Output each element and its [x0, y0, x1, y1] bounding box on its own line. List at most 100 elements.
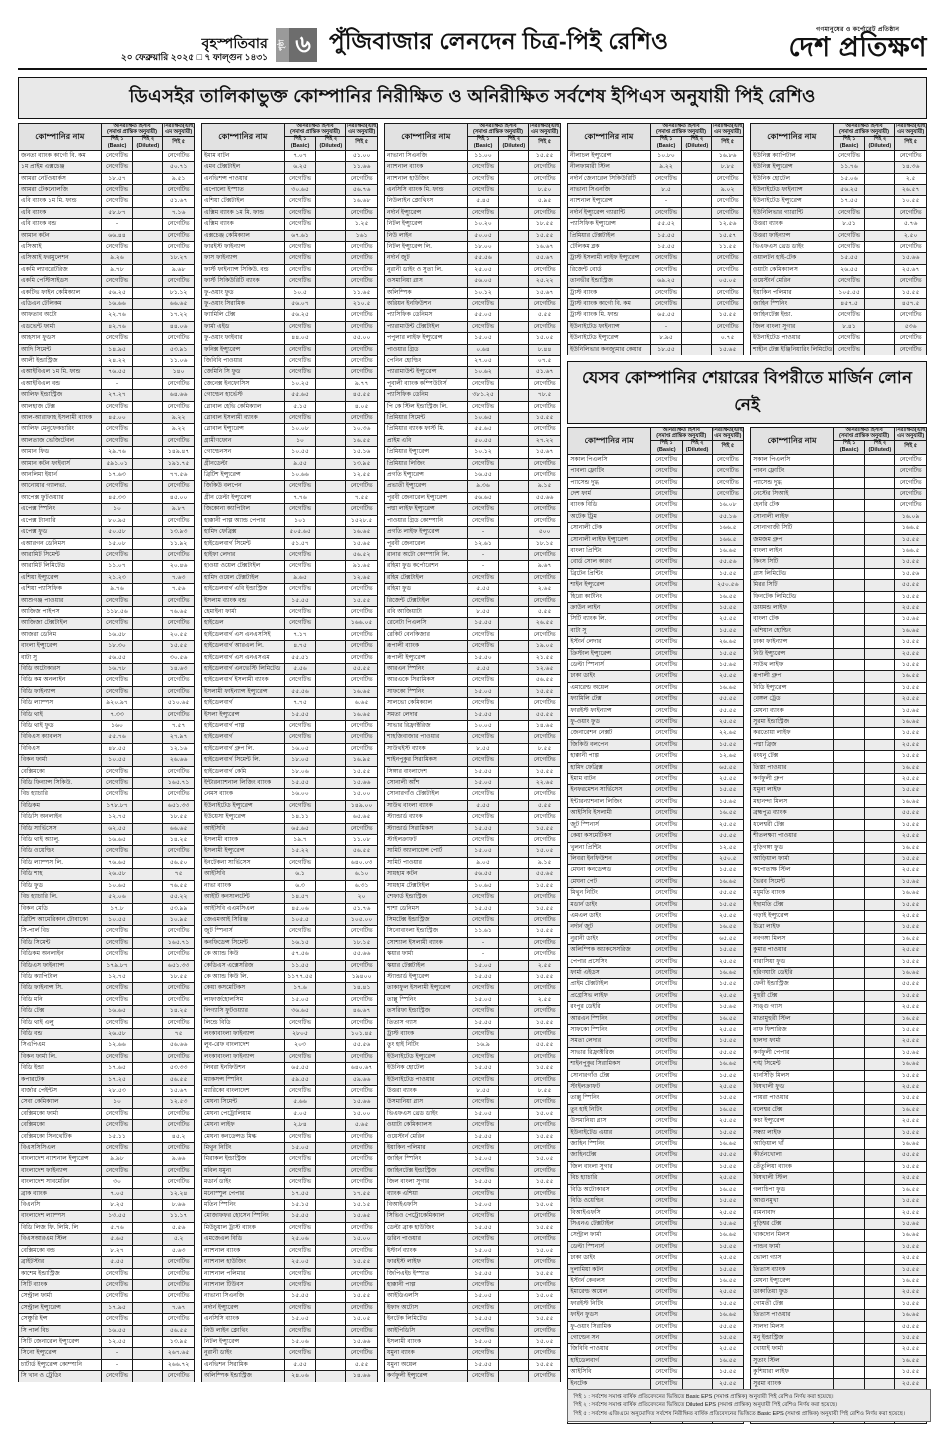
- table-row[interactable]: বিডিসি অনলাইন ১২.৭৫ ১৮.৫৫: [18, 811, 195, 824]
- table-row[interactable]: ফারইস্ট ফাইন্যান্স নেগেটিভ ৫৫.৫৫: [567, 704, 745, 718]
- table-row[interactable]: স্ট্যান্ডার্ড সিরামিকস ১৫.৫৫ ১৫.৫৫: [384, 822, 561, 836]
- table-row[interactable]: শাইনপুকুর সিরামিকস নেগেটিভ ১৬.৬৫: [567, 1058, 745, 1071]
- table-row[interactable]: জাহিনটেক্স ইন্ডাস্ট্রিজ নেগেটিভ নেগেটিভ: [384, 1164, 561, 1178]
- table-row[interactable]: হামিদ ফেব্রিক্স নেগেটিভ ৬৫.৫৫: [567, 761, 745, 775]
- table-row[interactable]: আজিজ পাইপস ১১৮.৫৬ ৭৬.৬৫: [18, 605, 195, 619]
- table-row[interactable]: প্রগতি লাইফ ইন্স্যুরেন্স -৫০০: [384, 526, 561, 539]
- table-row[interactable]: বিডি ওয়েল্ডিং নেগেটিভ ১৫.৫৫: [567, 1195, 745, 1208]
- table-row[interactable]: বাংলা টেক ১৫.৬৫: [750, 613, 927, 626]
- table-row[interactable]: ইস্টার্ন ব্যাংক ১৫.০৫ ১৫.০৫: [384, 1244, 561, 1258]
- table-row[interactable]: একমি পেস্টিসাইডস নেগেটিভ নেগেটিভ: [18, 275, 195, 288]
- table-row[interactable]: ব্রিটিশ আমেরিকান টোবাকো ১০.৫৫ ১০.৯৫: [18, 913, 195, 927]
- table-row[interactable]: প্যাসিফিক ডেনিমস ৫৫.০৫ ৫.৫৫: [384, 309, 561, 322]
- table-row[interactable]: নিউ লাইন ৫০.০৫ ১৫.৫৫: [384, 229, 561, 242]
- table-row[interactable]: সোনারগাঁও টেক্স নেগেটিভ ১৫.৫৫: [567, 1069, 745, 1083]
- table-row[interactable]: বিডি শাহ ২৬.৫৮ ৭৫: [18, 868, 195, 881]
- table-row[interactable]: এবি ব্যাংক ৫৮.৮৭ ৭.১৬: [18, 206, 195, 220]
- table-row[interactable]: সায়হাম কটন ৫৬.৫৫ ৫৫.৬৫: [384, 868, 561, 881]
- table-row[interactable]: রহিম টেক্সটাইল নেগেটিভ নেগেটিভ: [384, 571, 561, 585]
- table-row[interactable]: আলিফ মেনুফেকচারিং নেগেটিভ ৯.২২: [18, 423, 195, 436]
- table-row[interactable]: রিজেন্ট টেক্সটাইল নেগেটিভ নেগেটিভ: [384, 594, 561, 607]
- table-row[interactable]: নিটল ইন্স্যুরেন্স ১৫.০৬ ১৫.৬৬: [201, 1335, 378, 1349]
- table-row[interactable]: ফাইন ফুডস নেগেটিভ ১৬.৬৫: [567, 1309, 745, 1322]
- table-row[interactable]: এআইবিএল ১ম মি. ফান্ড ৭৬.৫৫ ১৪০: [18, 366, 195, 379]
- table-row[interactable]: পেপার প্রসেসিং নেগেটিভ ২৫.৫৫: [567, 955, 745, 968]
- table-row[interactable]: চিত্রা লাইফ ১৫.৫৫: [750, 921, 927, 934]
- table-row[interactable]: ভৈরব সিমেন্ট ১৫.৬৫: [750, 875, 927, 889]
- table-row[interactable]: আলী ইন্ডাস্ট্রিজ ২৪.২২ ১১.০৬: [18, 354, 195, 368]
- table-row[interactable]: সাউথ লাইফ ১৫.৫৫: [750, 658, 927, 672]
- table-row[interactable]: কেয়া কসমেটিকস ১৭.৬ ১৪.৪১: [201, 982, 378, 995]
- table-row[interactable]: উত্তরা ব্যাংক ৮.৫৫ ৮.৫৫: [384, 1084, 561, 1098]
- table-row[interactable]: হাইডেলবার্গ এস এনএসএম ৫৫.৫১ নেগেটিভ: [201, 651, 378, 664]
- table-row[interactable]: হাওয়া ওয়েল টেক্সটাইল নেগেটিভ ৯১.৬৫: [201, 560, 378, 573]
- table-row[interactable]: এমএল ডাইং নেগেটিভ ২৫.৫৫: [567, 909, 745, 923]
- table-row[interactable]: এমজেএল বিডি ২৫.০৬ ১৫.০০: [201, 1233, 378, 1246]
- table-row[interactable]: আড়িয়াল ফার্মা ১৫.৫৫: [750, 852, 927, 866]
- table-row[interactable]: রহিমা ফুড কর্পোরেশন -৯.৬৭: [384, 560, 561, 573]
- table-row[interactable]: মডার্ন ডাইং নেগেটিভ ১৫.৫৫: [567, 898, 745, 911]
- table-row[interactable]: রূপালী ইন্স্যুরেন্স ১৫.৫০ ২১.৫৫: [384, 651, 561, 664]
- table-row[interactable]: পপুলার লাইফ ইন্স্যুরেন্স ১৫.০৫ ১৫.০৫: [384, 332, 561, 345]
- table-row[interactable]: সায়হাম টেক্সটাইল ১০.৬৫ ১৫.৫৫: [384, 879, 561, 893]
- table-row[interactable]: এসিআই নেগেটিভ নেগেটিভ: [18, 240, 195, 254]
- table-row[interactable]: ফার্স্ট সিকিউরিটি ব্যাংক নেগেটিভ নেগেটিভ: [201, 275, 378, 288]
- table-row[interactable]: লাফার্জহোলসিম ১৫.০৫ নেগেটিভ: [201, 993, 378, 1007]
- table-row[interactable]: এনসিসি ব্যাংক মি. ফান্ড নেগেটিভ ৮.৫০: [384, 183, 561, 197]
- table-row[interactable]: ইউনাইটেড ইন্স্যুরেন্স ৮.৯৫ ০.৭৫: [567, 332, 744, 345]
- table-row[interactable]: লিবরা ইনফিউশন নেগেটিভ ২৫০.৫: [567, 852, 745, 866]
- table-row[interactable]: ইউনাইটেড পাওয়ার নেগেটিভ নেগেটিভ: [384, 1073, 561, 1087]
- table-row[interactable]: আইসিবি ইসলামী নেগেটিভ ১৬.৫৫: [567, 807, 745, 820]
- table-row[interactable]: ভিএফএস থ্রেড ডাইং ১৫.০৫ ১৫.০৫: [384, 1107, 561, 1121]
- table-row[interactable]: হাইডেলবার্গ সিমেন্ট লি. ১৮.০৫ ১৬.৯৫: [201, 754, 378, 767]
- table-row[interactable]: গোল্ডেন সন নেগেটিভ ১৫.৫৫: [567, 1331, 745, 1345]
- table-row[interactable]: সামিট অ্যালায়েন্স পোর্ট ১৫.০৫ ১৫.০৫: [384, 845, 561, 858]
- table-row[interactable]: আইসিবি ৬৫.৬৫ নেগেটিভ: [201, 822, 378, 836]
- table-row[interactable]: নিউ ইন্স্যুরেন্স ২৫.৫৫: [750, 647, 927, 661]
- table-row[interactable]: বিডি ফিন্যান্স সিকিউ. নেগেটিভ ১৬৫.৭১: [18, 777, 195, 790]
- table-row[interactable]: ইন্টারন্যাশনাল লিজিং নেগেটিভ ১৫.৬৫: [567, 795, 745, 809]
- table-row[interactable]: সিটি জেনারেল ইন্স্যুরেন্স ১২.৫৫ ১৩.৯৫: [18, 1335, 195, 1349]
- table-row[interactable]: ট্রাস্ট ব্যাংক কার্গো বি. কম নেগেটিভ নেগেট…: [567, 297, 744, 311]
- table-row[interactable]: ট্রাস্ট ব্যাংক নেগেটিভ নেগেটিভ: [384, 1027, 561, 1041]
- table-row[interactable]: জুট স্পিনার্স নেগেটিভ নেগেটিভ: [201, 925, 378, 938]
- table-row[interactable]: হাইডেলবার্গ কেমি ১৮.০৬ ১৫.৫৫: [201, 765, 378, 779]
- table-row[interactable]: বিচ হ্যাচারি লি. ৫২.০৬ ৫৫.২২: [18, 891, 195, 904]
- table-row[interactable]: তিতাস পাওয়ার ১৬.৬৫: [750, 1309, 927, 1322]
- table-row[interactable]: রেনেটা পিএলসি ১৫.৫৫ ২৬.৫৫: [384, 617, 561, 630]
- table-row[interactable]: বিআইএফসি ১৫.০৫ ১৫.০৫: [384, 1199, 561, 1212]
- table-row[interactable]: ডেল্টা স্পিনার্স নেগেটিভ ১৫.৫৫: [567, 1240, 745, 1254]
- table-row[interactable]: মেঘনা ব্যাংক ১৫.৬৫: [750, 704, 927, 718]
- table-row[interactable]: ডাকাতিয়া ফুড ২৫.৫৫: [750, 1286, 927, 1299]
- table-row[interactable]: নর্দার্ন জুট নেগেটিভ ১৬.৫৫: [567, 921, 745, 934]
- table-row[interactable]: এনভিশন্স পাওয়ার নেগেটিভ নেগেটিভ: [201, 172, 378, 185]
- table-row[interactable]: ফ্যামিলি টেক্স ৫৬.২৫ নেগেটিভ: [201, 309, 378, 322]
- table-row[interactable]: জিকিউ বলপেন নেগেটিভ নেগেটিভ: [201, 480, 378, 493]
- table-row[interactable]: ন্যাশনাল ব্যাংক নেগেটিভ নেগেটিভ: [384, 161, 561, 174]
- table-row[interactable]: গোল্ডেনসন ১০.৫৫ ১৫.১৬: [201, 446, 378, 459]
- table-row[interactable]: ইউনিক্স ইন্স্যুরেন্স ১১.৭৬ ১৪.৩৬: [750, 161, 927, 174]
- table-row[interactable]: হেনরি টেক নেগেটিভ: [750, 499, 927, 512]
- table-row[interactable]: ন্যাশনাল ইন্স্যুরেন্স - নেগেটিভ: [567, 195, 744, 208]
- table-row[interactable]: ম্যাকসন্স স্পিনিং ৫৯.৫৫ ৫৯.৬৬: [201, 1073, 378, 1087]
- table-row[interactable]: বিচ হ্যাচারি নেগেটিভ নেগেটিভ: [18, 788, 195, 801]
- table-row[interactable]: কেডিএস এক্সেসরিজ ১১.৫৫ নেগেটিভ: [201, 959, 378, 972]
- table-row[interactable]: সিভিও পেট্রোকেমিক্যাল নেগেটিভ নেগেটিভ: [384, 1210, 561, 1223]
- table-row[interactable]: ফনিক্স ইন্স্যুরেন্স নেগেটিভ নেগেটিভ: [201, 343, 378, 357]
- table-row[interactable]: হাইডেলবার্গ এস এনএসসিই ৭.১৭ নেগেটিভ: [201, 628, 378, 642]
- table-row[interactable]: তুং হাই নিটিং নেগেটিভ ১৬.৫৫: [567, 1103, 745, 1117]
- table-row[interactable]: হিরো কার্টনিং নেগেটিভ ১৬.৫৫: [567, 590, 745, 603]
- table-row[interactable]: ইনফরমেশন সার্ভিসেস নেগেটিভ ১৫.৫৫: [567, 784, 745, 797]
- table-row[interactable]: তাল্লু স্পিনিং নেগেটিভ ১৫.৫৫: [567, 1092, 745, 1105]
- table-row[interactable]: ফার্মা এইড নেগেটিভ নেগেটিভ: [201, 320, 378, 334]
- table-row[interactable]: স্ট্যান্ডার্ড ব্যাংক নেগেটিভ নেগেটিভ: [384, 811, 561, 824]
- table-row[interactable]: এসিআই ফরমুলেশন ৯.২৬ ১৮.২৭: [18, 252, 195, 265]
- table-row[interactable]: বিডি সিমেন্ট নেগেটিভ ১৬৫.৭১: [18, 936, 195, 950]
- table-row[interactable]: পূরবী জেনারেল ১২.৬১ ১৮.১৫: [384, 537, 561, 550]
- table-row[interactable]: আলতাজ ভেজিটেবল নেগেটিভ নেগেটিভ: [18, 434, 195, 448]
- table-row[interactable]: শাশা ডেনিমস ১৫.৫৫ ১৫.৫৫: [384, 902, 561, 915]
- table-row[interactable]: বেঙ্গল ট্রেড ২৫.৫৫: [750, 693, 927, 706]
- table-row[interactable]: যমুনা ব্যাংক নেগেটিভ নেগেটিভ: [384, 1347, 561, 1360]
- table-row[interactable]: ন্যাশনাল টিউবস নেগেটিভ নেগেটিভ: [201, 1278, 378, 1292]
- table-row[interactable]: কর্ণফুলী গ্রুপ ২৫.৫৫: [750, 773, 927, 786]
